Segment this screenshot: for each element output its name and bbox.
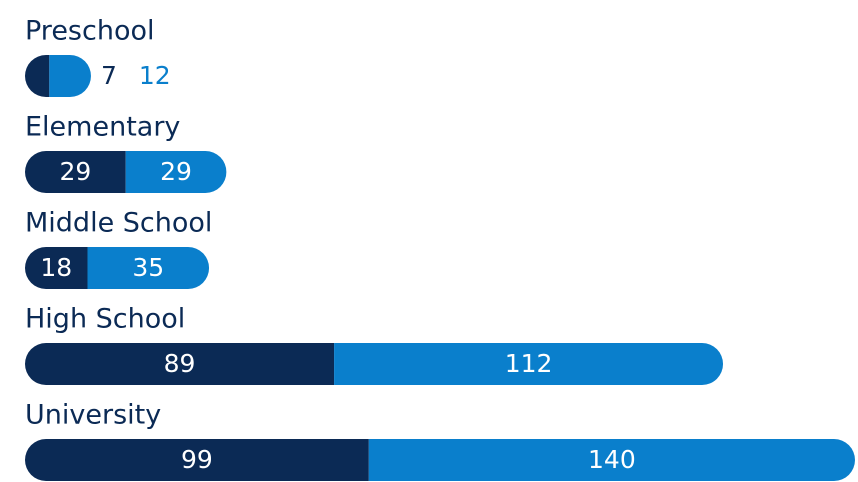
bar-group: [25, 343, 724, 385]
bar-segment: [25, 439, 369, 481]
bar-group: [25, 247, 210, 289]
bar-segment: [334, 343, 724, 385]
bar-segment: [25, 247, 88, 289]
category-label: Preschool: [25, 16, 155, 47]
value-label: 7: [101, 61, 117, 90]
category-label: University: [25, 400, 161, 431]
bar-group: [25, 55, 91, 97]
bar-group: [25, 439, 855, 481]
value-label: 89: [164, 349, 196, 378]
category-label: Elementary: [25, 112, 180, 143]
bar-segment: [368, 439, 855, 481]
value-label: 18: [40, 253, 72, 282]
bar-segment: [25, 151, 126, 193]
category-label: Middle School: [25, 208, 212, 239]
bar-segment: [25, 343, 335, 385]
value-label: 112: [505, 349, 553, 378]
value-label: 29: [59, 157, 91, 186]
category-label: High School: [25, 304, 185, 335]
value-label: 140: [588, 445, 636, 474]
value-label: 99: [181, 445, 213, 474]
bar-segment: [49, 55, 91, 97]
value-label: 35: [132, 253, 164, 282]
bar-segment: [87, 247, 210, 289]
bar-group: [25, 151, 227, 193]
bar-segment: [25, 55, 50, 97]
bar-segment: [125, 151, 227, 193]
value-label: 29: [160, 157, 192, 186]
value-label: 12: [139, 61, 171, 90]
